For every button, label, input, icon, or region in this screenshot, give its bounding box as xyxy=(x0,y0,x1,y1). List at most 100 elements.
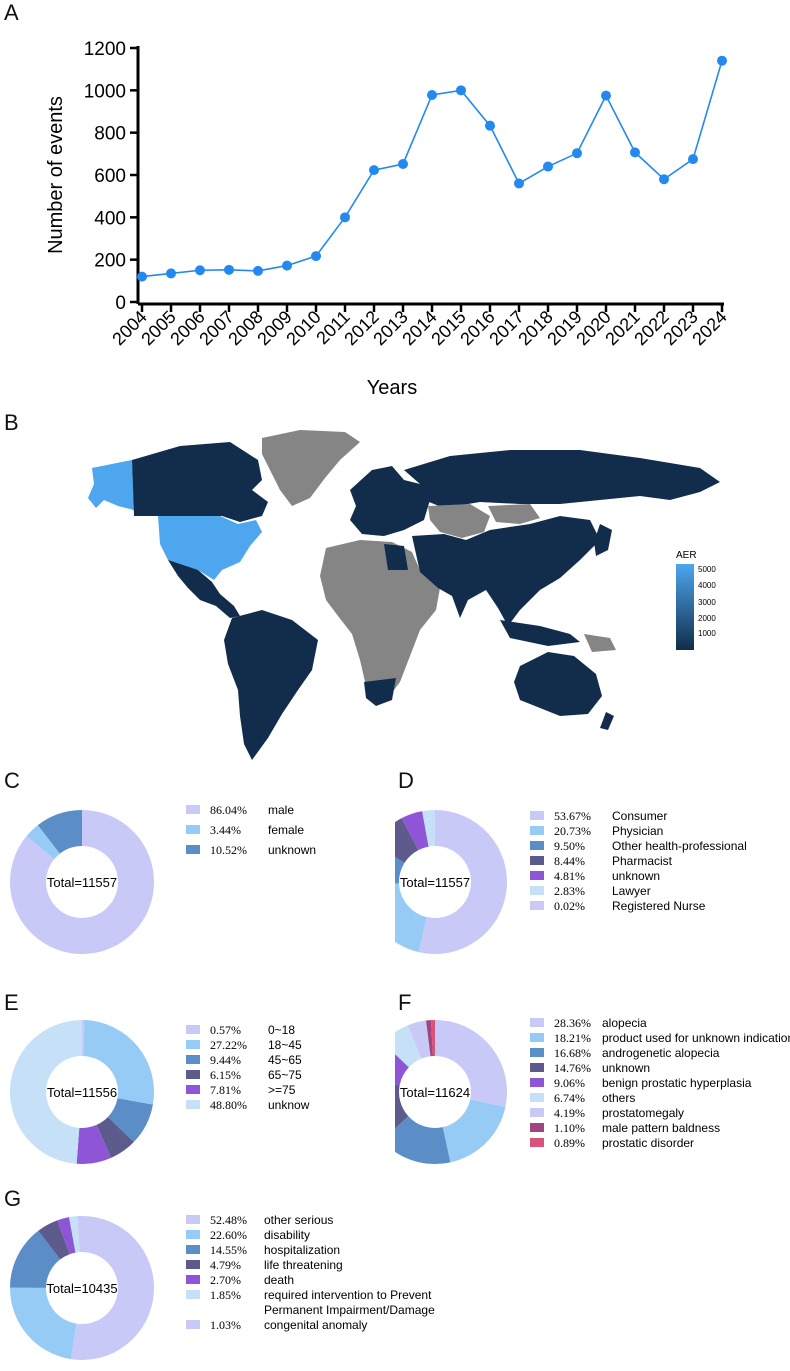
y-tick-label: 0 xyxy=(115,293,126,314)
donut-slice xyxy=(435,1020,507,1108)
panel-letter-a: A xyxy=(4,0,19,25)
legend-label: Consumer xyxy=(612,809,667,823)
donut-slice xyxy=(442,1099,506,1163)
legend-label: 0~18 xyxy=(268,1023,295,1037)
legend-percent: 9.44% xyxy=(210,1053,241,1067)
legend-label: Permanent Impairment/Damage xyxy=(264,1303,435,1317)
data-point xyxy=(253,265,263,276)
legend-percent: 52.48% xyxy=(210,1213,247,1227)
donut-center-label: Total=11557 xyxy=(47,875,117,890)
region-south-america xyxy=(224,610,318,760)
legend-percent: 0.02% xyxy=(554,899,585,913)
region-greenland xyxy=(262,430,360,506)
region-canada xyxy=(132,442,268,522)
legend-label: death xyxy=(264,1273,294,1287)
donut-slice xyxy=(426,1020,433,1057)
legend-swatch xyxy=(530,901,544,910)
data-point xyxy=(427,89,437,100)
donut-center-label: Total=11557 xyxy=(400,875,470,890)
colorbar-tick: 2000 xyxy=(698,614,716,623)
legend-swatch xyxy=(186,1260,200,1269)
donut-slice xyxy=(430,1020,435,1057)
region-africa xyxy=(320,540,440,702)
legend-swatch xyxy=(186,1230,200,1239)
region-europe xyxy=(350,466,430,536)
x-tick-label: 2024 xyxy=(688,307,730,349)
y-axis-label: Number of events xyxy=(45,96,67,254)
legend-swatch xyxy=(186,1040,200,1049)
y-tick-label: 600 xyxy=(94,166,126,187)
data-point xyxy=(485,120,495,131)
legend-percent: 53.67% xyxy=(554,809,591,823)
legend-percent: 7.81% xyxy=(210,1083,241,1097)
region-australia xyxy=(514,652,602,716)
legend-percent: 4.19% xyxy=(554,1106,585,1120)
legend-label: life threatening xyxy=(264,1258,343,1272)
legend-label: 65~75 xyxy=(268,1068,302,1082)
data-point xyxy=(601,90,611,101)
legend-percent: 48.80% xyxy=(210,1098,247,1112)
legend-percent: 2.83% xyxy=(554,884,585,898)
colorbar-tick: 1000 xyxy=(698,629,716,638)
data-point xyxy=(572,148,582,159)
legend-swatch xyxy=(530,811,544,820)
data-point xyxy=(659,174,669,185)
legend-percent: 0.89% xyxy=(554,1136,585,1150)
donut-slice xyxy=(57,1217,76,1255)
legend-percent: 0.57% xyxy=(210,1023,241,1037)
data-point xyxy=(137,271,147,282)
data-point xyxy=(340,212,350,223)
y-tick-label: 1200 xyxy=(84,39,126,60)
legend-percent: 3.44% xyxy=(210,823,241,837)
donut-chart-reporter: Total=11557 53.67% Consumer 20.73% Physician… xyxy=(395,809,747,954)
legend-label: female xyxy=(268,823,304,837)
legend-swatch xyxy=(530,1123,544,1132)
legend-swatch xyxy=(186,1055,200,1064)
legend-percent: 2.70% xyxy=(210,1273,241,1287)
legend-percent: 8.44% xyxy=(554,854,585,868)
region-mongolia xyxy=(488,504,540,524)
region-mexico xyxy=(168,560,240,618)
legend-label: androgenetic alopecia xyxy=(602,1046,720,1060)
legend-swatch xyxy=(186,1290,200,1299)
legend-percent: 22.60% xyxy=(210,1228,247,1242)
legend-percent: 1.10% xyxy=(554,1121,585,1135)
legend-swatch xyxy=(530,841,544,850)
legend-swatch xyxy=(530,856,544,865)
donut-slice xyxy=(395,856,405,884)
colorbar-tick: 4000 xyxy=(698,581,716,590)
data-point xyxy=(688,154,698,165)
legend-label: 18~45 xyxy=(268,1038,302,1052)
donut-slice xyxy=(82,1020,85,1057)
legend-swatch xyxy=(186,1085,200,1094)
legend-swatch xyxy=(530,1063,544,1072)
y-tick-label: 200 xyxy=(94,251,126,272)
region-papua xyxy=(584,634,616,652)
donut-chart-age: Total=11556 0.57% 0~18 27.22% 18~45 9.44% 45~6… xyxy=(9,1020,310,1164)
data-point xyxy=(369,165,379,176)
donut-slice xyxy=(26,825,60,859)
data-point xyxy=(543,161,553,172)
legend-swatch xyxy=(186,1215,200,1224)
data-point xyxy=(514,178,524,189)
legend-label: congenital anomaly xyxy=(264,1318,367,1332)
panel-letter-d: D xyxy=(398,768,414,793)
legend-percent: 1.03% xyxy=(210,1318,241,1332)
legend-percent: 14.76% xyxy=(554,1061,591,1075)
donut-slice xyxy=(395,1054,409,1086)
legend-percent: 6.15% xyxy=(210,1068,241,1082)
data-point xyxy=(630,147,640,158)
legend-label: others xyxy=(602,1091,635,1105)
legend-percent: 20.73% xyxy=(554,824,591,838)
region-egypt xyxy=(384,544,408,570)
legend-label: male xyxy=(268,803,294,817)
line-chart-events: 0200400600800100012002004200520062007200… xyxy=(45,39,731,399)
legend-swatch xyxy=(530,826,544,835)
legend-swatch xyxy=(530,1018,544,1027)
legend-percent: 4.81% xyxy=(554,869,585,883)
donut-slice xyxy=(395,1025,422,1068)
region-new-zealand xyxy=(600,712,614,730)
panel-letter-c: C xyxy=(4,768,20,793)
donut-slice xyxy=(10,1230,61,1288)
panel-letter-b: B xyxy=(4,410,19,435)
